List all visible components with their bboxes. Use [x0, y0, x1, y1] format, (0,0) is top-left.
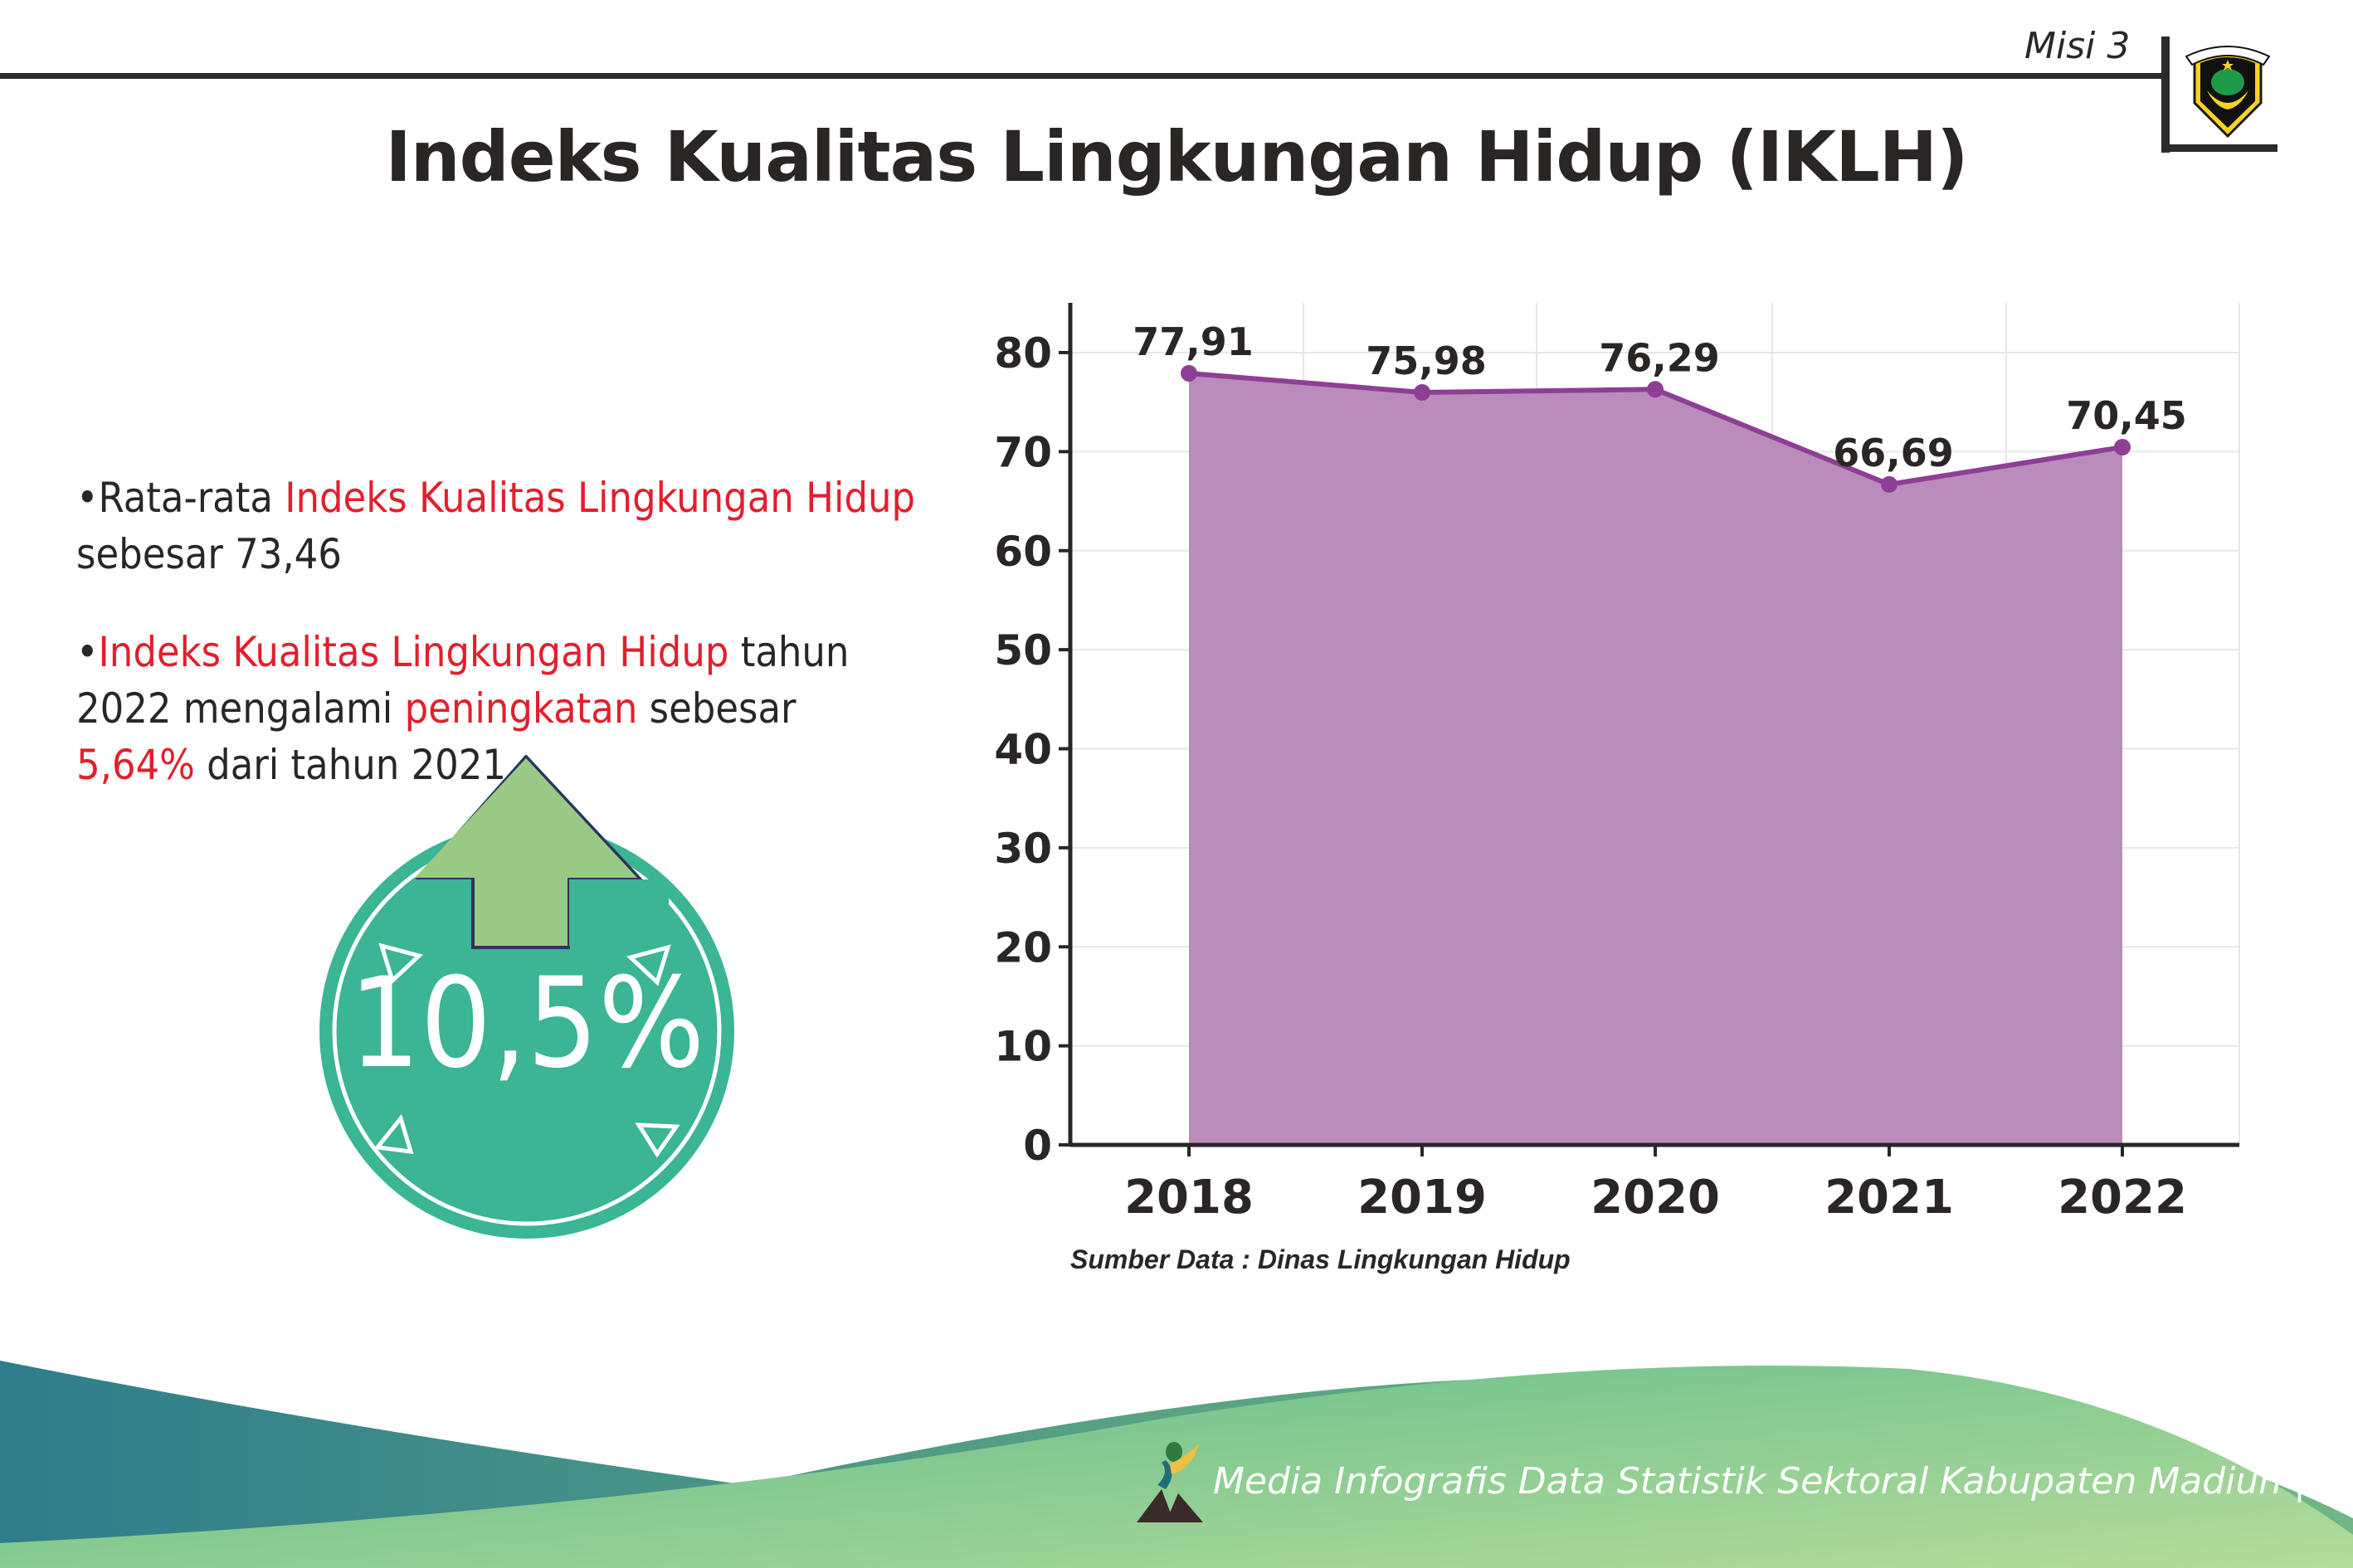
bullet-text: sebesar 73,46 — [76, 530, 342, 578]
y-tick-label: 10 — [994, 1023, 1052, 1071]
data-label: 75,98 — [1366, 338, 1487, 383]
page-title: Indeks Kualitas Lingkungan Hidup (IKLH) — [385, 116, 1969, 197]
mission-label: Misi 3 — [2024, 25, 2131, 67]
data-point — [1414, 383, 1430, 401]
bullet-text: sebesar — [637, 684, 797, 733]
x-tick-label: 2018 — [1124, 1171, 1254, 1225]
kabupaten-madiun-logo — [2185, 46, 2271, 139]
y-tick-label: 50 — [994, 626, 1052, 674]
y-tick-label: 30 — [994, 825, 1052, 873]
header-rule — [0, 73, 2165, 79]
highlight-text: Indeks Kualitas Lingkungan Hidup — [285, 474, 916, 522]
y-tick-label: 70 — [994, 428, 1052, 476]
data-point — [1181, 364, 1197, 382]
media-infografis-logo — [1137, 1442, 1203, 1522]
corner-bracket-base — [2161, 144, 2277, 152]
x-tick-label: 2020 — [1591, 1171, 1720, 1225]
sparkle-icon — [373, 942, 680, 1158]
highlight-text: 5,64% — [76, 741, 195, 789]
bullet-text: dari tahun 2021 — [194, 741, 507, 789]
growth-badge: 10,5% — [319, 755, 734, 1239]
x-tick-label: 2022 — [2058, 1171, 2187, 1225]
bullet-increase: •Indeks Kualitas Lingkungan Hidup tahun … — [76, 628, 850, 789]
y-tick-label: 40 — [994, 726, 1052, 774]
bullet-text: Rata-rata — [98, 474, 285, 522]
y-tick-label: 80 — [994, 329, 1052, 377]
bullet-text: tahun 2022 mengalami — [76, 628, 850, 733]
data-point — [1647, 381, 1664, 398]
y-tick-label: 60 — [994, 528, 1052, 576]
data-label: 66,69 — [1833, 431, 1954, 475]
badge-value: 10,5% — [349, 952, 705, 1096]
data-label: 70,45 — [2066, 393, 2187, 438]
highlight-text: peningkatan — [404, 684, 638, 733]
data-label: 76,29 — [1599, 335, 1720, 380]
data-label: 77,91 — [1133, 319, 1254, 364]
footer-caption: Media Infografis Data Statistik Sektoral… — [1213, 1460, 2306, 1502]
highlight-text: Indeks Kualitas Lingkungan Hidup — [98, 628, 729, 676]
data-point — [1881, 475, 1898, 493]
x-tick-label: 2021 — [1824, 1171, 1954, 1225]
area-fill — [1189, 373, 2122, 1146]
bullet-average: •Rata-rata Indeks Kualitas Lingkungan Hi… — [76, 474, 916, 578]
x-tick-label: 2019 — [1357, 1171, 1487, 1225]
data-point — [2114, 439, 2131, 456]
corner-bracket — [2161, 37, 2170, 153]
data-source: Sumber Data : Dinas Lingkungan Hidup — [1070, 1244, 1571, 1274]
y-tick-label: 20 — [994, 923, 1052, 971]
y-tick-label: 0 — [1023, 1122, 1052, 1170]
